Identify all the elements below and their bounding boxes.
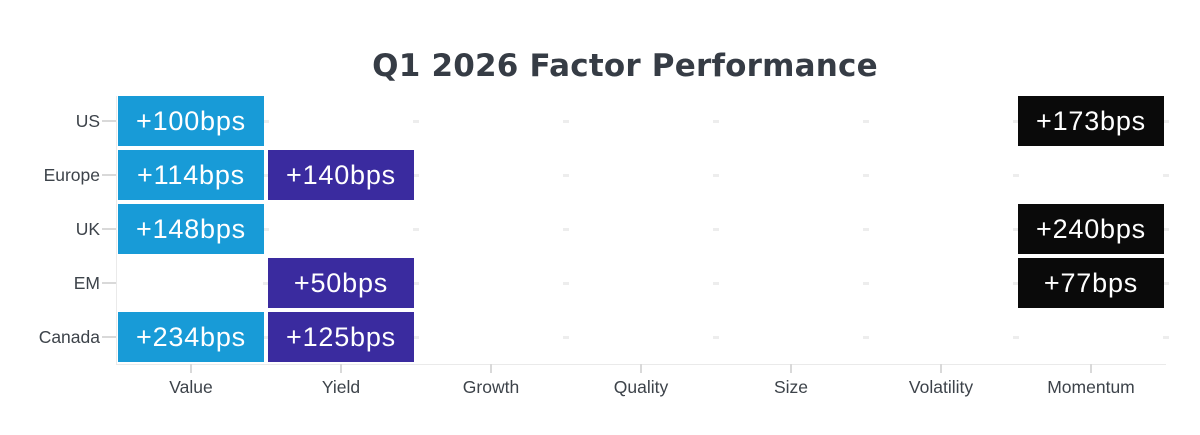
y-axis-tick bbox=[102, 282, 116, 284]
grid-dash bbox=[1163, 282, 1169, 285]
row-label-canada: Canada bbox=[38, 327, 100, 347]
grid-dash bbox=[1013, 228, 1019, 231]
cell-bar-label: +148bps bbox=[136, 213, 246, 244]
grid-dash bbox=[1163, 174, 1169, 177]
x-axis-tick bbox=[790, 364, 792, 373]
grid-dash bbox=[713, 174, 719, 177]
grid-dash bbox=[713, 120, 719, 123]
grid-dash bbox=[713, 228, 719, 231]
grid-dash bbox=[413, 120, 419, 123]
cell-bar-label: +140bps bbox=[286, 159, 396, 190]
x-axis-tick bbox=[190, 364, 192, 373]
grid-dash bbox=[713, 336, 719, 339]
x-axis-tick bbox=[640, 364, 642, 373]
grid-dash bbox=[1163, 336, 1169, 339]
x-axis-tick bbox=[490, 364, 492, 373]
grid-dash bbox=[563, 174, 569, 177]
cell-bar-uk-momentum: +240bps bbox=[1018, 204, 1164, 254]
y-axis-tick bbox=[102, 228, 116, 230]
row-label-em: EM bbox=[73, 273, 100, 293]
cell-bar-label: +125bps bbox=[286, 321, 396, 352]
grid-dash bbox=[563, 120, 569, 123]
cell-bar-label: +77bps bbox=[1043, 267, 1139, 298]
grid-dash bbox=[863, 228, 869, 231]
grid-dash bbox=[1163, 228, 1169, 231]
cell-bar-europe-value: +114bps bbox=[118, 150, 264, 200]
cell-bar-uk-value: +148bps bbox=[118, 204, 264, 254]
grid-dash bbox=[1013, 282, 1019, 285]
x-axis-tick bbox=[1090, 364, 1092, 373]
grid-dash bbox=[863, 282, 869, 285]
row-label-uk: UK bbox=[75, 219, 100, 239]
cell-bar-label: +50bps bbox=[293, 267, 389, 298]
grid-dash bbox=[563, 336, 569, 339]
grid-dash bbox=[413, 336, 419, 339]
col-label-quality: Quality bbox=[613, 377, 669, 397]
cell-bar-label: +173bps bbox=[1036, 105, 1146, 136]
grid-dash bbox=[1013, 120, 1019, 123]
x-axis-tick bbox=[340, 364, 342, 373]
cell-bar-em-momentum: +77bps bbox=[1018, 258, 1164, 308]
grid-dash bbox=[563, 228, 569, 231]
grid-dash bbox=[413, 228, 419, 231]
cell-bar-canada-yield: +125bps bbox=[268, 312, 414, 362]
cell-bar-em-yield: +50bps bbox=[268, 258, 414, 308]
cell-bar-canada-value: +234bps bbox=[118, 312, 264, 362]
y-axis-tick bbox=[102, 174, 116, 176]
cell-bar-label: +114bps bbox=[137, 159, 245, 190]
grid-dash bbox=[263, 228, 269, 231]
grid-dash bbox=[863, 120, 869, 123]
grid-dash bbox=[863, 174, 869, 177]
grid-dash bbox=[1163, 120, 1169, 123]
chart-title: Q1 2026 Factor Performance bbox=[372, 47, 878, 84]
grid-dash bbox=[413, 174, 419, 177]
row-label-europe: Europe bbox=[43, 165, 100, 185]
grid-dash bbox=[863, 336, 869, 339]
grid-dash bbox=[563, 282, 569, 285]
grid-dash bbox=[413, 282, 419, 285]
grid-dash bbox=[263, 120, 269, 123]
y-axis-line bbox=[116, 96, 117, 364]
row-label-us: US bbox=[75, 111, 100, 131]
col-label-size: Size bbox=[773, 377, 809, 397]
col-label-yield: Yield bbox=[321, 377, 361, 397]
col-label-volatility: Volatility bbox=[908, 377, 974, 397]
x-axis-tick bbox=[940, 364, 942, 373]
grid-dash bbox=[1013, 336, 1019, 339]
grid-dash bbox=[263, 282, 269, 285]
cell-bar-label: +100bps bbox=[136, 105, 246, 136]
grid-dash bbox=[263, 336, 269, 339]
cell-bar-us-momentum: +173bps bbox=[1018, 96, 1164, 146]
grid-dash bbox=[713, 282, 719, 285]
cell-bar-us-value: +100bps bbox=[118, 96, 264, 146]
y-axis-tick bbox=[102, 336, 116, 338]
y-axis-tick bbox=[102, 120, 116, 122]
col-label-momentum: Momentum bbox=[1047, 377, 1135, 397]
cell-bar-europe-yield: +140bps bbox=[268, 150, 414, 200]
cell-bar-label: +234bps bbox=[136, 321, 246, 352]
col-label-growth: Growth bbox=[462, 377, 520, 397]
grid-dash bbox=[263, 174, 269, 177]
grid-dash bbox=[1013, 174, 1019, 177]
cell-bar-label: +240bps bbox=[1036, 213, 1146, 244]
col-label-value: Value bbox=[169, 377, 213, 397]
